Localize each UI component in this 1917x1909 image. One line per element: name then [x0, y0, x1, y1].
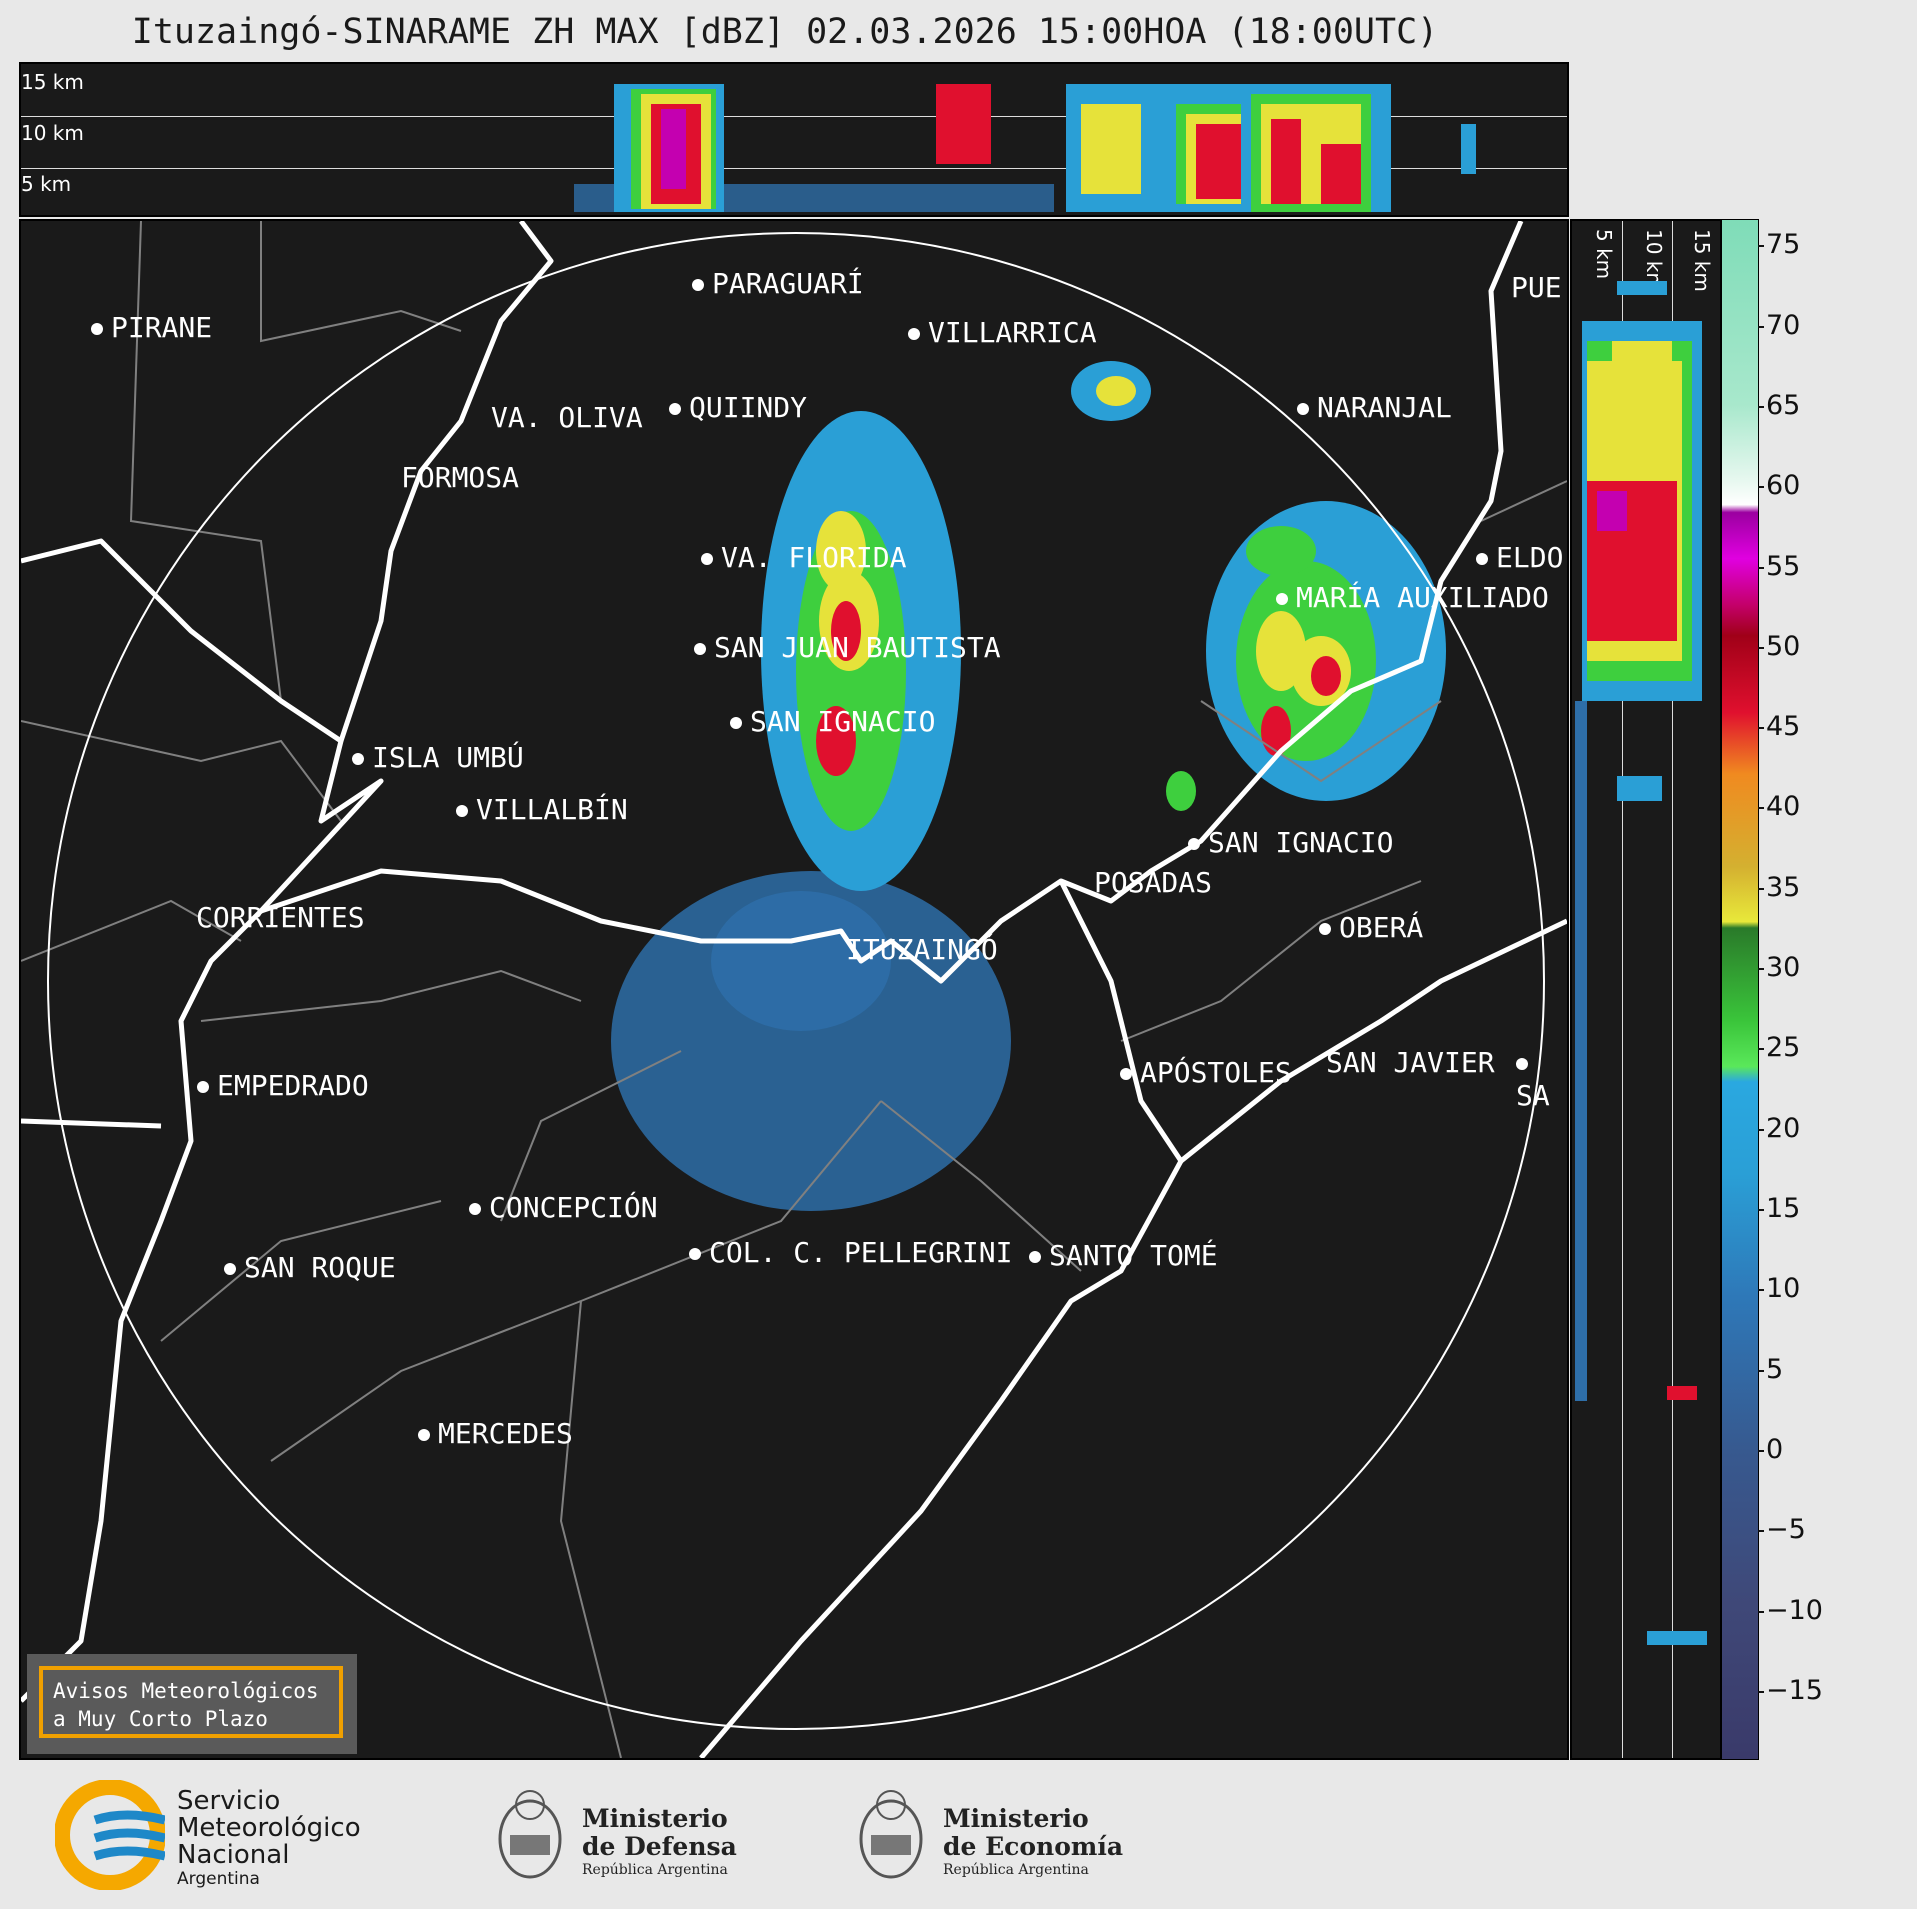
- side-alt-label-15km: 15 km: [1690, 229, 1714, 292]
- coat-of-arms-icon: [859, 1790, 923, 1879]
- city-pirane: PIRANE: [91, 311, 212, 344]
- radar-map-panel: PIRANE PARAGUARÍ VILLARRICA VA. OLIVA QU…: [19, 219, 1569, 1760]
- city-quiindy: QUIINDY: [669, 391, 807, 424]
- colorbar-tick-55: 55: [1757, 551, 1801, 582]
- city-va-florida: VA. FLORIDA: [701, 541, 906, 574]
- colorbar-tick-25: 25: [1757, 1032, 1801, 1063]
- economia-logo-text: Ministerio de Economía República Argenti…: [943, 1804, 1124, 1879]
- colorbar-tick-0: 0: [1757, 1434, 1784, 1465]
- colorbar-tick-40: 40: [1757, 791, 1801, 822]
- city-paraguari: PARAGUARÍ: [692, 267, 864, 300]
- side-echo-layer: [1575, 281, 1707, 1645]
- city-formosa: FORMOSA: [401, 461, 520, 494]
- colorbar-tick-30: 30: [1757, 952, 1801, 983]
- city-villalbin: VILLALBÍN: [456, 793, 628, 826]
- notice-line-1: Avisos Meteorológicos: [53, 1679, 319, 1703]
- economia-logo: Ministerio de Economía República Argenti…: [855, 1775, 1135, 1895]
- defensa-logo-text: Ministerio de Defensa República Argentin…: [582, 1804, 737, 1879]
- colorbar-tick-minus5: −5: [1758, 1514, 1806, 1545]
- colorbar-tick-60: 60: [1757, 470, 1801, 501]
- city-pue: PUE: [1511, 271, 1562, 304]
- city-san-roque: SAN ROQUE: [224, 1251, 396, 1284]
- city-mercedes: MERCEDES: [418, 1417, 573, 1450]
- top-echo-layer: [574, 84, 1476, 212]
- city-isla-umbu: ISLA UMBÚ: [352, 741, 524, 774]
- city-santo-tome: SANTO TOMÉ: [1029, 1239, 1218, 1272]
- city-empedrado: EMPEDRADO: [197, 1069, 369, 1102]
- side-cross-section-panel: 5 km 10 km 15 km: [1570, 219, 1722, 1760]
- city-naranjal: NARANJAL: [1297, 391, 1452, 424]
- colorbar-tick-5: 5: [1757, 1354, 1784, 1385]
- city-san-ignacio-ar: SAN IGNACIO: [1188, 826, 1393, 859]
- colorbar-tick-minus15: −15: [1758, 1675, 1823, 1706]
- colorbar-tick-35: 35: [1757, 872, 1801, 903]
- map-title: Ituzaingó-SINARAME ZH MAX [dBZ] 02.03.20…: [131, 12, 1439, 52]
- city-concepcion: CONCEPCIÓN: [469, 1191, 658, 1224]
- colorbar-tick-15: 15: [1757, 1193, 1801, 1224]
- smn-logo: Servicio Meteorológico Nacional Argentin…: [55, 1780, 395, 1890]
- city-san-javier: SAN JAVIER: [1326, 1046, 1495, 1079]
- notice-panel: Avisos Meteorológicos a Muy Corto Plazo: [27, 1654, 357, 1754]
- alt-label-15km: 15 km: [21, 70, 84, 94]
- alt-label-5km: 5 km: [21, 172, 72, 196]
- map-geography-layer: [21, 221, 1567, 1758]
- city-san-juan-bautista: SAN JUAN BAUTISTA: [694, 631, 1001, 664]
- colorbar-tick-50: 50: [1757, 631, 1801, 662]
- gridline-side-10km: [1672, 221, 1673, 1758]
- radar-range-circle: [47, 232, 1545, 1730]
- gridline-10km: [21, 116, 1567, 117]
- city-ituzaingo: ITUZAINGÓ: [846, 933, 998, 966]
- defensa-logo: Ministerio de Defensa República Argentin…: [494, 1775, 754, 1895]
- top-cross-section-panel: 15 km 10 km 5 km: [19, 62, 1569, 217]
- dbz-colorbar: [1721, 219, 1759, 1760]
- city-eldo: ELDO: [1476, 541, 1563, 574]
- colorbar-tick-10: 10: [1757, 1273, 1801, 1304]
- alt-label-10km: 10 km: [21, 121, 84, 145]
- colorbar-tick-70: 70: [1757, 310, 1801, 341]
- colorbar-tick-75: 75: [1757, 229, 1801, 260]
- city-posadas: POSADAS: [1094, 866, 1213, 899]
- city-labels-layer: PIRANE PARAGUARÍ VILLARRICA VA. OLIVA QU…: [21, 221, 1567, 1758]
- city-corrientes: CORRIENTES: [196, 901, 365, 934]
- city-maria-auxiliadora: MARÍA AUXILIADO: [1276, 581, 1549, 614]
- colorbar-tick-45: 45: [1757, 711, 1801, 742]
- gridline-5km: [21, 168, 1567, 169]
- colorbar-tick-minus10: −10: [1758, 1595, 1823, 1626]
- city-san-ignacio-py: SAN IGNACIO: [730, 705, 935, 738]
- city-apostoles: APÓSTOLES: [1120, 1056, 1292, 1089]
- city-va-oliva: VA. OLIVA: [491, 401, 643, 434]
- smn-emblem-icon: [55, 1780, 165, 1890]
- colorbar-tick-20: 20: [1757, 1113, 1801, 1144]
- city-obera: OBERÁ: [1319, 911, 1423, 944]
- city-sa: SA: [1516, 1046, 1567, 1112]
- colorbar-tick-65: 65: [1757, 390, 1801, 421]
- notice-line-2: a Muy Corto Plazo: [53, 1707, 268, 1731]
- smn-logo-text: Servicio Meteorológico Nacional Argentin…: [177, 1786, 361, 1890]
- gridline-side-5km: [1622, 221, 1623, 1758]
- coat-of-arms-icon: [498, 1790, 562, 1879]
- notice-box: Avisos Meteorológicos a Muy Corto Plazo: [39, 1666, 343, 1738]
- city-villarrica: VILLARRICA: [908, 316, 1097, 349]
- side-alt-label-5km: 5 km: [1592, 229, 1616, 280]
- city-col-c-pellegrini: COL. C. PELLEGRINI: [689, 1236, 1012, 1269]
